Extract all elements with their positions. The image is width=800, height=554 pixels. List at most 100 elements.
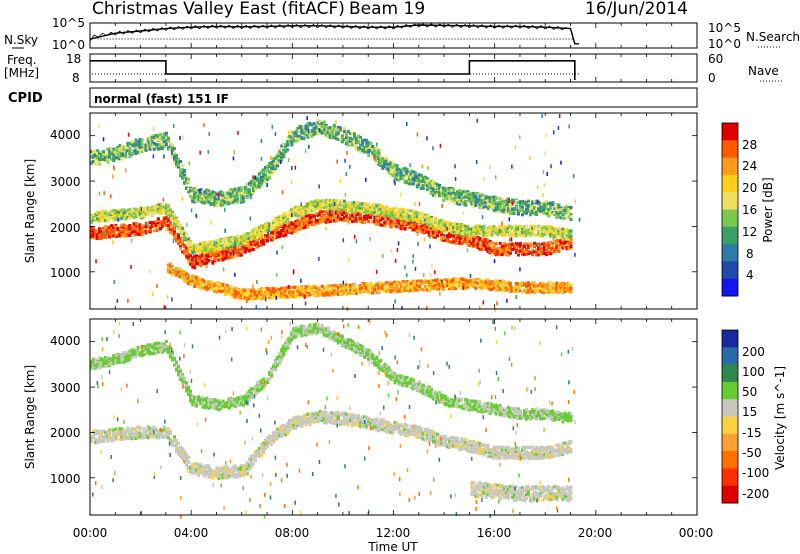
data-cell	[304, 207, 308, 211]
data-cell	[484, 248, 488, 251]
data-cell	[340, 217, 344, 221]
data-cell	[381, 223, 385, 227]
data-cell	[150, 137, 154, 141]
data-cell	[429, 191, 433, 195]
data-cell	[510, 226, 514, 230]
data-cell	[170, 216, 174, 220]
data-cell	[132, 142, 136, 146]
data-cell	[126, 208, 130, 212]
data-cell	[537, 253, 541, 257]
data-cell	[498, 241, 502, 245]
data-cell	[219, 258, 223, 262]
data-cell	[118, 230, 122, 234]
data-cell	[175, 156, 178, 160]
data-cell	[411, 211, 415, 215]
data-cell	[262, 168, 265, 172]
data-cell	[203, 199, 207, 203]
data-cell	[423, 224, 427, 228]
data-cell	[112, 208, 116, 212]
data-cell	[166, 208, 170, 212]
data-cell	[136, 147, 140, 151]
data-cell	[330, 213, 334, 217]
data-cell	[92, 151, 95, 155]
data-cell	[306, 208, 310, 212]
data-cell	[399, 214, 403, 218]
data-cell	[140, 224, 144, 228]
data-cell	[452, 230, 456, 234]
data-cell	[387, 168, 391, 172]
data-cell	[274, 226, 278, 230]
data-cell	[421, 187, 425, 190]
data-cell	[486, 250, 490, 254]
data-cell	[243, 237, 247, 241]
data-cell	[128, 212, 132, 216]
data-cell	[377, 214, 381, 218]
data-cell	[476, 227, 480, 231]
data-cell	[342, 130, 346, 134]
data-cell	[407, 177, 411, 181]
data-cell	[553, 228, 557, 232]
data-cell	[207, 244, 211, 248]
data-cell	[304, 217, 308, 221]
data-cell	[286, 227, 290, 231]
data-cell	[415, 185, 419, 189]
data-cell	[363, 220, 367, 224]
data-cell	[179, 160, 182, 163]
data-cell	[116, 149, 120, 153]
data-cell	[514, 234, 518, 238]
data-cell	[227, 247, 231, 250]
data-cell	[363, 150, 367, 154]
data-cell	[316, 128, 320, 132]
data-cell	[231, 197, 235, 201]
data-cell	[112, 229, 116, 233]
data-cell	[140, 214, 144, 218]
data-cell	[454, 237, 458, 241]
data-cell	[569, 245, 573, 248]
data-cell	[312, 200, 316, 204]
data-cell	[338, 126, 342, 130]
data-cell	[454, 222, 458, 225]
data-cell	[124, 147, 128, 151]
data-cell	[199, 253, 203, 257]
data-cell	[255, 233, 259, 237]
data-cell	[559, 239, 563, 243]
data-cell	[90, 232, 93, 236]
data-cell	[290, 231, 294, 235]
data-cell	[504, 233, 508, 237]
data-cell	[203, 259, 207, 263]
data-cell	[94, 229, 97, 233]
data-cell	[440, 187, 443, 191]
data-cell	[326, 207, 330, 211]
data-cell	[363, 145, 367, 149]
data-cell	[431, 187, 435, 191]
data-cell	[225, 243, 229, 247]
data-cell	[395, 214, 399, 218]
data-cell	[158, 220, 162, 224]
data-cell	[280, 144, 284, 148]
data-cell	[490, 249, 494, 253]
data-cell	[391, 166, 395, 170]
frequency-panel: Freq. [MHz] 18 8 60 0 Nave	[4, 52, 782, 85]
data-cell	[379, 208, 383, 212]
data-cell	[130, 210, 134, 214]
data-cell	[531, 232, 535, 236]
data-cell	[490, 225, 494, 229]
data-cell	[535, 248, 539, 252]
data-cell	[284, 147, 288, 151]
data-cell	[217, 241, 221, 245]
data-cell	[148, 147, 152, 151]
data-cell	[518, 242, 522, 245]
data-cell	[344, 130, 348, 134]
data-cell	[96, 217, 100, 221]
data-cell	[266, 168, 269, 171]
data-cell	[411, 172, 415, 176]
data-cell	[391, 215, 395, 219]
data-cell	[114, 209, 118, 213]
power-panel: Slant Range [km] 4000 3000 2000 1000	[23, 112, 698, 312]
data-cell	[391, 224, 395, 228]
data-cell	[523, 231, 526, 235]
data-cell	[332, 214, 336, 218]
data-cell	[514, 229, 518, 232]
data-cell	[225, 245, 229, 249]
data-cell	[512, 244, 516, 247]
